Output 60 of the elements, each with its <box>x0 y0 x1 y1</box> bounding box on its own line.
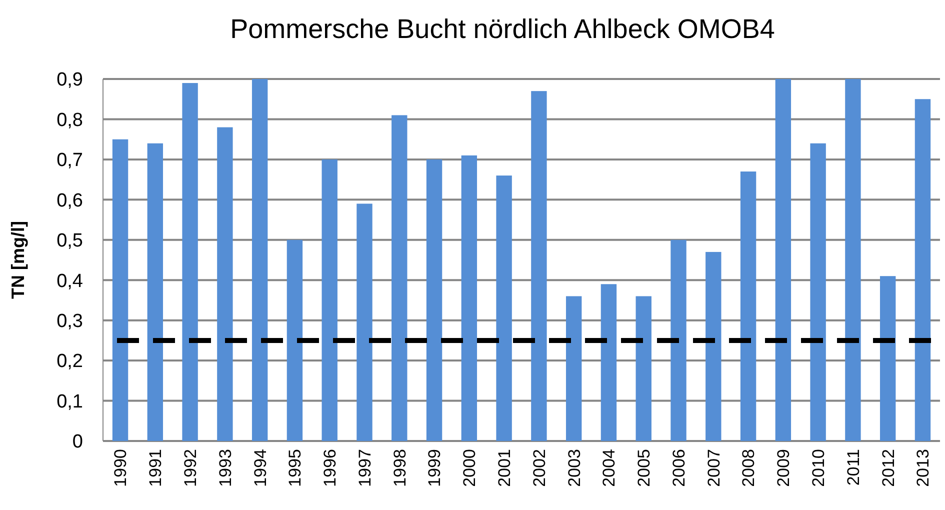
x-tick-label: 1999 <box>425 449 444 487</box>
bar <box>810 143 826 441</box>
bar <box>740 172 756 441</box>
y-tick-label: 0,7 <box>56 150 83 172</box>
x-tick-label: 2013 <box>914 449 933 487</box>
x-tick-label: 1992 <box>181 449 200 487</box>
x-tick-label: 2002 <box>530 449 549 487</box>
bar <box>531 91 547 441</box>
x-tick-label: 2006 <box>669 449 688 487</box>
bar <box>426 159 442 441</box>
bar <box>147 143 164 441</box>
x-tick-label: 1993 <box>216 449 235 487</box>
bar <box>182 83 198 441</box>
bar <box>636 296 652 441</box>
x-tick-label: 2010 <box>809 449 828 487</box>
bar <box>566 296 582 441</box>
bar <box>914 99 931 441</box>
bar <box>286 240 303 441</box>
x-tick-label: 2003 <box>564 449 584 487</box>
bar <box>112 139 128 441</box>
bar <box>706 252 722 441</box>
bar <box>845 79 861 441</box>
y-tick-label: 0,5 <box>56 230 83 252</box>
x-tick-label: 2011 <box>844 449 863 486</box>
x-tick-label: 2012 <box>878 449 898 487</box>
bar <box>252 79 268 441</box>
bar <box>600 284 617 441</box>
x-tick-label: 1996 <box>320 449 340 487</box>
y-axis-title: TN [mg/l] <box>8 221 28 299</box>
y-tick-label: 0,4 <box>56 270 84 292</box>
y-tick-label: 0,1 <box>56 391 83 412</box>
x-tick-label: 2008 <box>739 449 758 487</box>
x-tick-label: 2000 <box>460 449 480 487</box>
chart-title: Pommersche Bucht nördlich Ahlbeck OMOB4 <box>230 14 775 44</box>
x-tick-label: 1995 <box>286 449 305 487</box>
x-tick-label: 1998 <box>390 449 410 487</box>
y-tick-label: 0,2 <box>56 351 83 372</box>
bar <box>356 204 372 441</box>
y-tick-label: 0,9 <box>56 70 83 91</box>
x-tick-label: 2005 <box>634 449 654 487</box>
x-tick-label: 1994 <box>250 449 270 487</box>
x-tick-label: 1991 <box>146 449 166 487</box>
y-tick-label: 0,8 <box>56 110 83 131</box>
bar <box>775 79 792 441</box>
x-tick-label: 2004 <box>600 449 619 487</box>
y-tick-label: 0,6 <box>56 190 83 212</box>
x-tick-label: 2009 <box>774 449 794 487</box>
bar <box>461 155 478 441</box>
x-tick-label: 2007 <box>704 449 724 487</box>
y-tick-label: 0,3 <box>56 310 83 332</box>
bar <box>670 240 686 441</box>
bar <box>496 176 512 441</box>
bar <box>880 276 896 441</box>
bar <box>322 159 338 441</box>
y-tick-label: 0 <box>72 432 83 453</box>
x-tick-label: 1990 <box>111 449 130 487</box>
bar <box>392 115 408 441</box>
x-tick-label: 1997 <box>355 449 374 487</box>
bar <box>217 127 233 441</box>
x-tick-label: 2001 <box>495 449 514 487</box>
